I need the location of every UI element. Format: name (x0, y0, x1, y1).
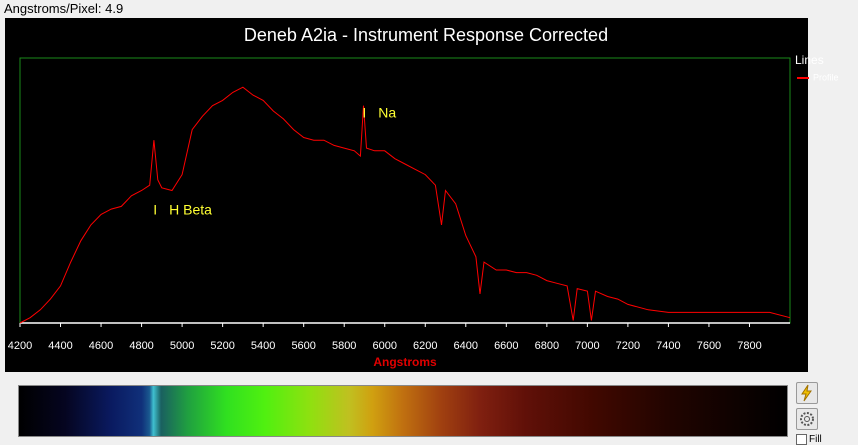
x-tick-label: 4200 (8, 340, 32, 352)
annotation-label: Na (378, 105, 396, 121)
x-tick-label: 5200 (210, 340, 234, 352)
scale-label: Angstroms/Pixel: 4.9 (4, 1, 124, 16)
legend-label: Profile (813, 72, 839, 82)
x-tick-label: 4600 (89, 340, 113, 352)
legend-title: Lines (795, 53, 824, 67)
x-tick-label: 4800 (129, 340, 153, 352)
lightning-button[interactable] (796, 382, 818, 404)
settings-button[interactable] (796, 408, 818, 430)
x-tick-label: 5800 (332, 340, 356, 352)
x-tick-label: 4400 (48, 340, 72, 352)
x-tick-label: 5400 (251, 340, 275, 352)
x-tick-label: 6800 (535, 340, 559, 352)
fill-label: Fill (809, 434, 822, 445)
fill-checkbox[interactable]: Fill (796, 434, 822, 445)
spectrum-line (19, 86, 791, 324)
annotation-label: H Beta (169, 202, 212, 218)
annotation-marker: I (362, 105, 366, 121)
x-tick-label: 6000 (372, 340, 396, 352)
x-tick-label: 5000 (170, 340, 194, 352)
x-tick-label: 7400 (656, 340, 680, 352)
x-tick-label: 5600 (291, 340, 315, 352)
x-tick-label: 6400 (454, 340, 478, 352)
spectrum-strip (18, 385, 788, 437)
x-tick-label: 7000 (575, 340, 599, 352)
x-tick-label: 6200 (413, 340, 437, 352)
x-tick-label: 7200 (616, 340, 640, 352)
x-axis-label: Angstroms (373, 355, 437, 369)
x-tick-label: 6600 (494, 340, 518, 352)
chart-title: Deneb A2ia - Instrument Response Correct… (244, 25, 608, 45)
annotation-marker: I (153, 202, 157, 218)
chart-panel (5, 18, 808, 372)
x-tick-label: 7600 (697, 340, 721, 352)
x-tick-label: 7800 (737, 340, 761, 352)
